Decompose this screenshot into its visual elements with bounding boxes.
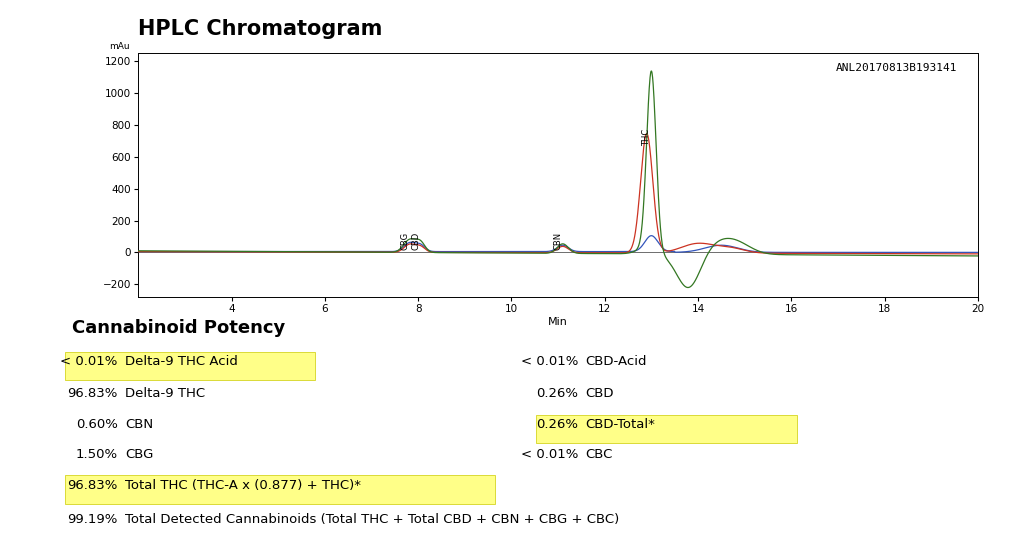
Text: CBC: CBC [586, 448, 613, 461]
Text: 96.83%: 96.83% [68, 387, 118, 400]
Text: CBN: CBN [554, 231, 563, 249]
Text: CBN: CBN [125, 418, 153, 431]
Text: CBD-Acid: CBD-Acid [586, 355, 647, 369]
Text: Cannabinoid Potency: Cannabinoid Potency [72, 319, 285, 337]
Text: < 0.01%: < 0.01% [521, 355, 579, 369]
Text: < 0.01%: < 0.01% [521, 448, 579, 461]
Text: 0.26%: 0.26% [537, 387, 579, 400]
Text: Delta-9 THC Acid: Delta-9 THC Acid [125, 355, 238, 369]
Text: 1.50%: 1.50% [76, 448, 118, 461]
Text: Total THC (THC-A x (0.877) + THC)*: Total THC (THC-A x (0.877) + THC)* [125, 479, 360, 492]
Text: HPLC Chromatogram: HPLC Chromatogram [138, 19, 383, 39]
Text: 96.83%: 96.83% [68, 479, 118, 492]
Text: 0.60%: 0.60% [76, 418, 118, 431]
Text: < 0.01%: < 0.01% [60, 355, 118, 369]
FancyBboxPatch shape [65, 352, 315, 380]
Text: CBD: CBD [586, 387, 614, 400]
Text: CBD: CBD [412, 231, 421, 249]
Text: Delta-9 THC: Delta-9 THC [125, 387, 205, 400]
Text: mAu: mAu [110, 42, 130, 51]
Text: Total Detected Cannabinoids (Total THC + Total CBD + CBN + CBG + CBC): Total Detected Cannabinoids (Total THC +… [125, 513, 620, 526]
Text: 0.26%: 0.26% [537, 418, 579, 431]
Text: CBD-Total*: CBD-Total* [586, 418, 655, 431]
Text: CBG: CBG [125, 448, 154, 461]
FancyBboxPatch shape [536, 415, 797, 443]
X-axis label: Min: Min [548, 317, 568, 327]
Text: CBG: CBG [400, 231, 410, 249]
Text: ANL20170813B193141: ANL20170813B193141 [836, 63, 956, 73]
FancyBboxPatch shape [65, 476, 495, 503]
Text: 99.19%: 99.19% [68, 513, 118, 526]
Text: THC: THC [642, 129, 651, 147]
